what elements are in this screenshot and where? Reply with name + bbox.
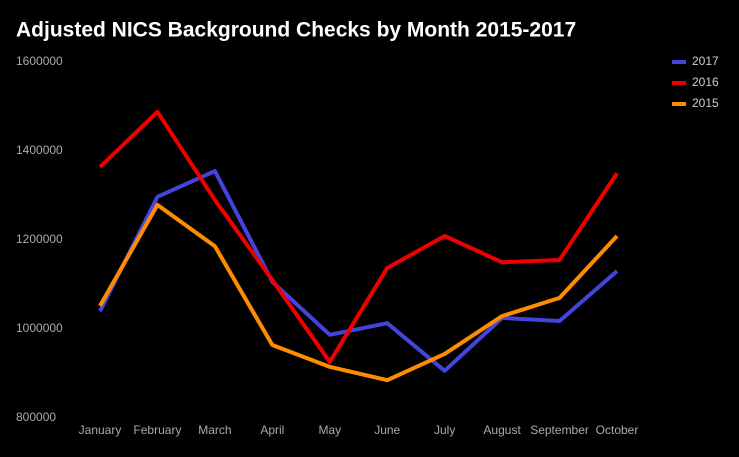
x-tick-label: August (483, 423, 521, 437)
x-tick-label: July (434, 423, 455, 437)
y-tick-label: 1600000 (16, 54, 63, 68)
series-line (98, 169, 619, 373)
y-tick-label: 1000000 (16, 321, 63, 335)
legend-label: 2015 (692, 96, 719, 110)
x-tick-label: April (260, 423, 284, 437)
chart-title: Adjusted NICS Background Checks by Month… (16, 19, 576, 42)
y-tick-label: 800000 (16, 410, 56, 424)
legend-label: 2017 (692, 54, 719, 68)
x-tick-label: March (198, 423, 231, 437)
x-tick-label: June (374, 423, 400, 437)
x-tick-label: January (79, 423, 122, 437)
y-tick-label: 1400000 (16, 143, 63, 157)
x-tick-label: September (530, 423, 589, 437)
x-tick-label: February (133, 423, 181, 437)
legend-label: 2016 (692, 75, 719, 89)
x-tick-label: October (596, 423, 639, 437)
series-line (98, 202, 619, 383)
x-tick-label: May (318, 423, 341, 437)
y-tick-label: 1200000 (16, 232, 63, 246)
series-line (98, 109, 619, 364)
